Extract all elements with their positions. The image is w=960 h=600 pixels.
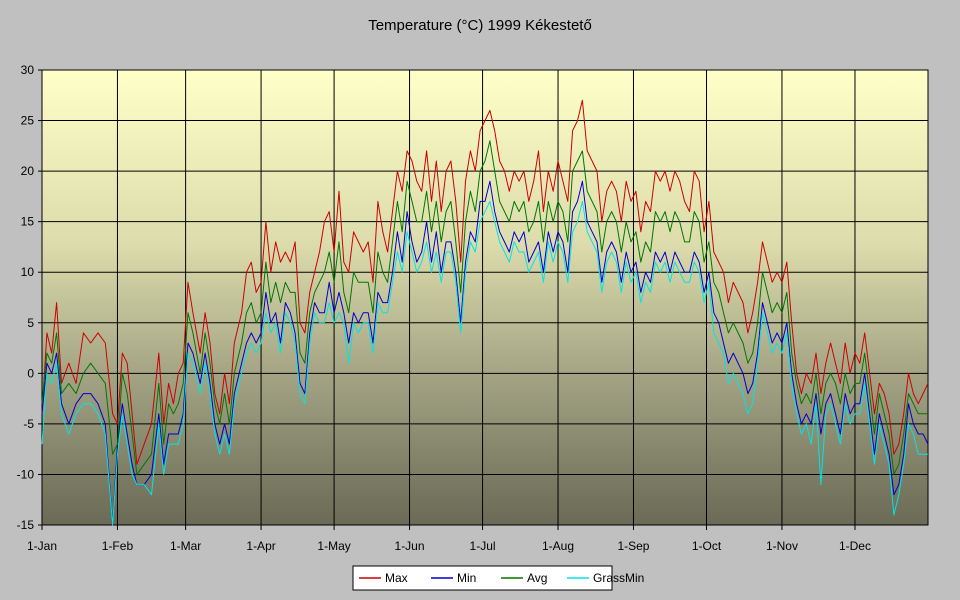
series-lines (41, 99, 929, 526)
x-tick-label: 1-Mar (170, 539, 201, 553)
y-tick-label: 30 (21, 63, 35, 77)
x-tick-label: 1-Nov (766, 539, 798, 553)
y-tick-label: 20 (21, 164, 35, 178)
series-line-avg (41, 140, 928, 475)
plot-area (41, 69, 929, 526)
series-line-max (41, 99, 929, 465)
legend: Max Min Avg GrassMin (352, 565, 644, 591)
chart-title: Temperature (°C) 1999 Kékestető (368, 17, 592, 34)
y-tick-label: 0 (27, 366, 34, 380)
y-tick-label: -10 (17, 467, 35, 481)
y-tick-label: -5 (23, 417, 34, 431)
x-tick-label: 1-Jan (27, 539, 57, 553)
x-tick-label: 1-May (317, 539, 350, 553)
legend-label-min: Min (457, 571, 476, 585)
series-line-min (41, 180, 929, 526)
y-tick-label: 25 (21, 114, 35, 128)
x-tick-label: 1-Feb (102, 539, 134, 553)
y-tick-label: 10 (21, 265, 35, 279)
x-tick-label: 1-Dec (839, 539, 871, 553)
grid (41, 69, 928, 526)
y-tick-label: 5 (27, 316, 34, 330)
y-tick-label: 15 (21, 215, 35, 229)
x-tick-label: 1-Apr (246, 539, 275, 553)
x-tick-label: 1-Sep (617, 539, 649, 553)
x-tick-label: 1-Aug (542, 539, 574, 553)
x-tick-label: 1-Oct (692, 539, 722, 553)
y-tick-label: -15 (17, 518, 35, 532)
legend-label-grassmin: GrassMin (593, 571, 644, 585)
legend-label-max: Max (385, 571, 408, 585)
axes: -15 -10 -5 0 5 10 15 20 25 30 1-Jan 1-Feb 1-Mar 1-Apr… (17, 63, 871, 553)
x-tick-label: 1-Jul (470, 539, 496, 553)
x-tick-label: 1-Jun (395, 539, 425, 553)
legend-label-avg: Avg (527, 571, 547, 585)
series-line-grassmin (41, 200, 928, 526)
